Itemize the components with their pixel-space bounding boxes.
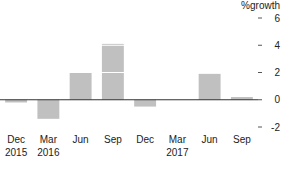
bar [70, 73, 92, 100]
chart: -2 0 2 4 6 %growth Dec2015 Mar2016 Jun Sep Dec Mar2… [0, 0, 283, 170]
category-label: Dec [136, 134, 154, 145]
category-label: Jun [73, 134, 89, 145]
bar [102, 44, 124, 100]
axis-label: %growth [241, 0, 280, 11]
tick-label: 6 [274, 13, 280, 24]
category-label: Dec2015 [5, 134, 28, 158]
tick-mark [258, 99, 262, 100]
category-label: Sep [104, 134, 122, 145]
tick-label: 2 [274, 67, 280, 78]
bar [134, 100, 156, 107]
grid-line [0, 127, 258, 128]
chart-container: -2 0 2 4 6 %growth Dec2015 Mar2016 Jun Sep Dec Mar2… [0, 0, 283, 170]
grid-line [0, 72, 258, 73]
grid-line [0, 45, 258, 46]
grid-line [0, 18, 258, 19]
zero-line [0, 99, 258, 100]
category-label: Mar2016 [37, 134, 60, 158]
tick-mark [258, 127, 262, 128]
tick-mark [258, 18, 262, 19]
category-label: Mar2017 [166, 134, 189, 158]
tick-mark [258, 45, 262, 46]
tick-label: 4 [274, 40, 280, 51]
tick-label: 0 [274, 94, 280, 105]
bar [37, 100, 59, 119]
tick-label: -2 [271, 122, 280, 133]
tick-mark [258, 72, 262, 73]
bar [199, 74, 221, 100]
bars [0, 18, 258, 127]
category-label: Sep [233, 134, 251, 145]
category-label: Jun [202, 134, 218, 145]
